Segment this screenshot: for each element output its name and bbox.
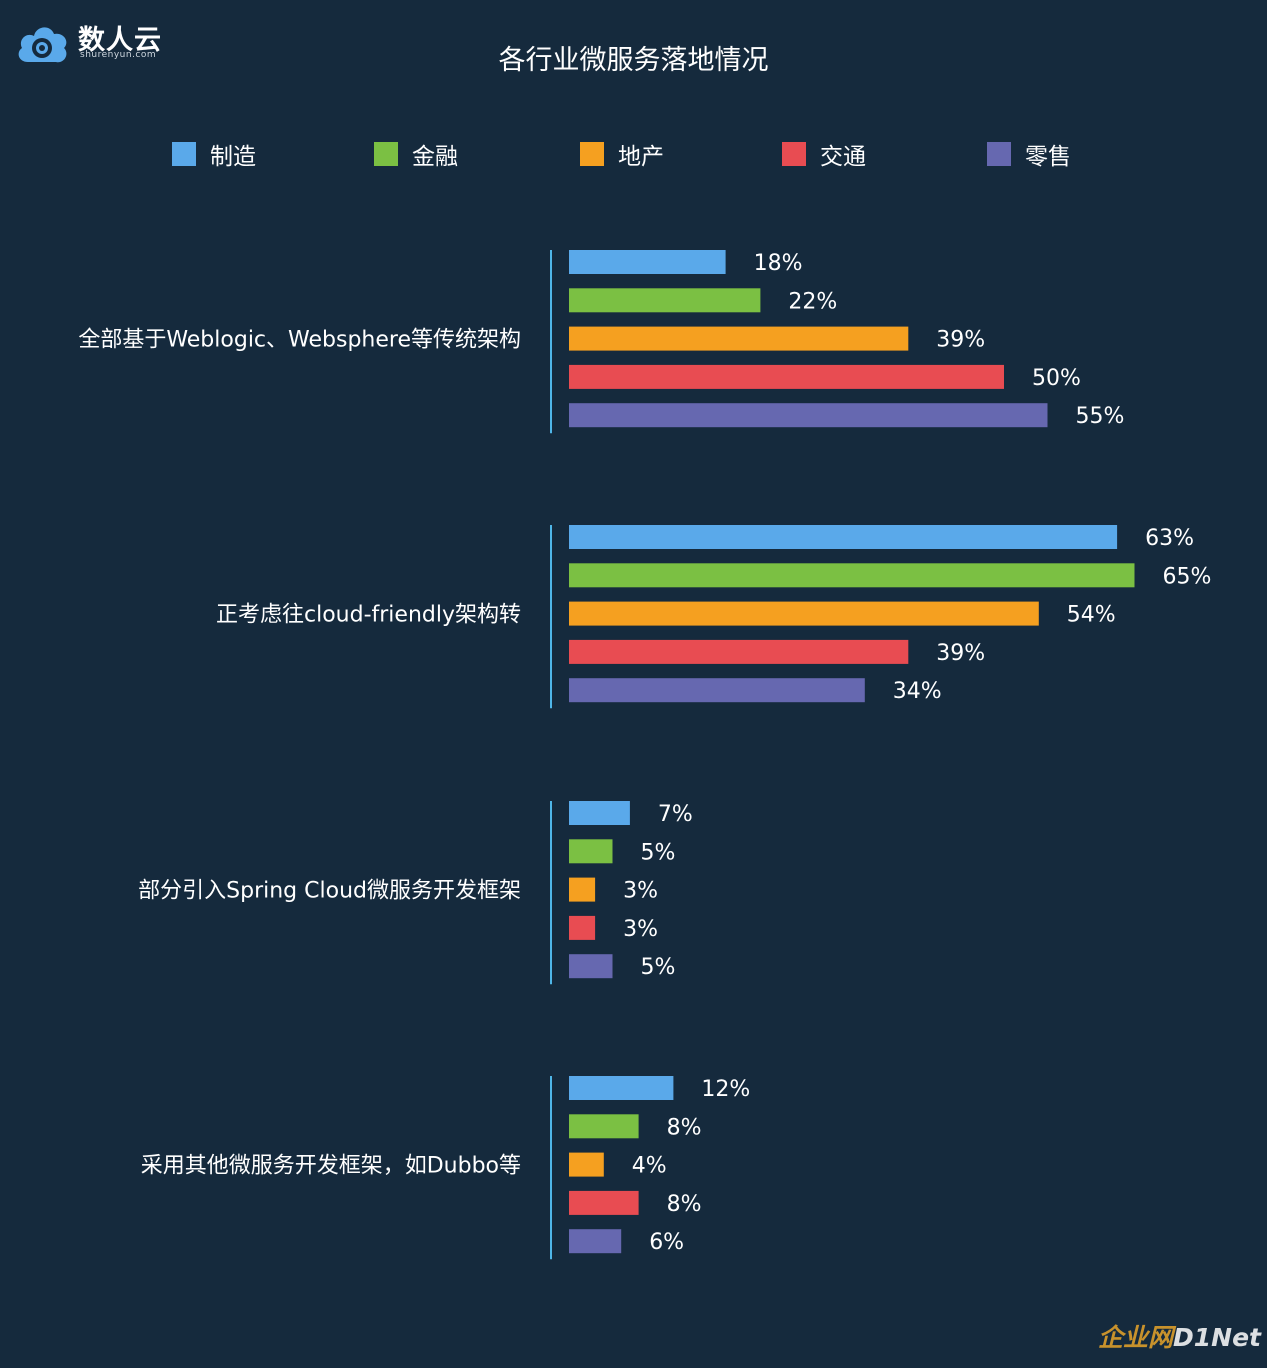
- bar-value-label: 12%: [701, 1077, 750, 1102]
- legend-swatch: [782, 142, 806, 166]
- legend-label: 交通: [820, 144, 866, 170]
- bar-value-label: 63%: [1145, 526, 1194, 551]
- bar-value-label: 4%: [632, 1154, 667, 1179]
- bar-value-label: 50%: [1032, 366, 1081, 391]
- legend-item: 金融: [374, 138, 458, 170]
- legend-label: 零售: [1025, 144, 1071, 170]
- bar: [569, 1152, 604, 1177]
- bar: [569, 678, 865, 703]
- category-label: 部分引入Spring Cloud微服务开发框架: [138, 879, 521, 904]
- legend-item: 零售: [987, 138, 1071, 170]
- bar-value-label: 3%: [623, 917, 658, 942]
- bar: [569, 877, 596, 902]
- category-label: 全部基于Weblogic、Websphere等传统架构: [78, 328, 521, 353]
- bar-value-label: 34%: [893, 679, 942, 704]
- logo-text: 数人云: [78, 25, 162, 56]
- bar-value-label: 39%: [936, 641, 985, 666]
- legend-label: 金融: [412, 144, 458, 170]
- bar: [569, 403, 1048, 428]
- legend-item: 制造: [172, 138, 256, 170]
- watermark: 企业网D1Net: [1098, 1318, 1261, 1354]
- bar-value-label: 54%: [1067, 603, 1116, 628]
- legend-swatch: [374, 142, 398, 166]
- legend-swatch: [987, 142, 1011, 166]
- bar: [569, 1114, 639, 1139]
- bar: [569, 364, 1004, 389]
- legend-item: 交通: [782, 138, 866, 170]
- bar: [569, 1076, 674, 1100]
- bar-value-label: 5%: [641, 955, 676, 980]
- chart-title: 各行业微服务落地情况: [498, 45, 769, 76]
- bar: [569, 601, 1039, 626]
- bar-value-label: 8%: [667, 1192, 702, 1217]
- shurenyun-logo-icon: [18, 27, 67, 63]
- bar-value-label: 8%: [667, 1115, 702, 1140]
- legend-swatch: [172, 142, 196, 166]
- bar-value-label: 55%: [1076, 404, 1125, 429]
- bar: [569, 1190, 639, 1215]
- watermark-part1: 企业网: [1098, 1323, 1174, 1352]
- bar: [569, 915, 596, 940]
- legend-label: 地产: [618, 144, 664, 170]
- legend-swatch: [580, 142, 604, 166]
- bar-value-label: 65%: [1163, 564, 1212, 589]
- bar: [569, 563, 1135, 588]
- bar-value-label: 7%: [658, 802, 693, 827]
- legend-item: 地产: [580, 138, 664, 170]
- bar-value-label: 6%: [649, 1230, 684, 1255]
- category-label: 正考虑往cloud-friendly架构转: [216, 603, 521, 628]
- bar-value-label: 3%: [623, 879, 658, 904]
- bar-value-label: 39%: [936, 328, 985, 353]
- bar-value-label: 5%: [641, 840, 676, 865]
- bar: [569, 954, 613, 979]
- bar: [569, 639, 909, 664]
- bar: [569, 250, 726, 274]
- bar-value-label: 22%: [788, 289, 837, 314]
- legend-label: 制造: [210, 144, 256, 170]
- bar: [569, 1229, 622, 1254]
- bar-value-label: 18%: [754, 251, 803, 276]
- bar: [569, 525, 1118, 549]
- watermark-part2: D1Net: [1173, 1323, 1261, 1352]
- bar: [569, 801, 630, 825]
- bar: [569, 326, 909, 351]
- logo-subtext: shurenyun.com: [80, 50, 157, 60]
- bar: [569, 288, 761, 313]
- category-label: 采用其他微服务开发框架，如Dubbo等: [141, 1154, 521, 1179]
- bar: [569, 839, 613, 864]
- chart-legend: 制造 金融 地产 交通 零售: [0, 138, 1267, 170]
